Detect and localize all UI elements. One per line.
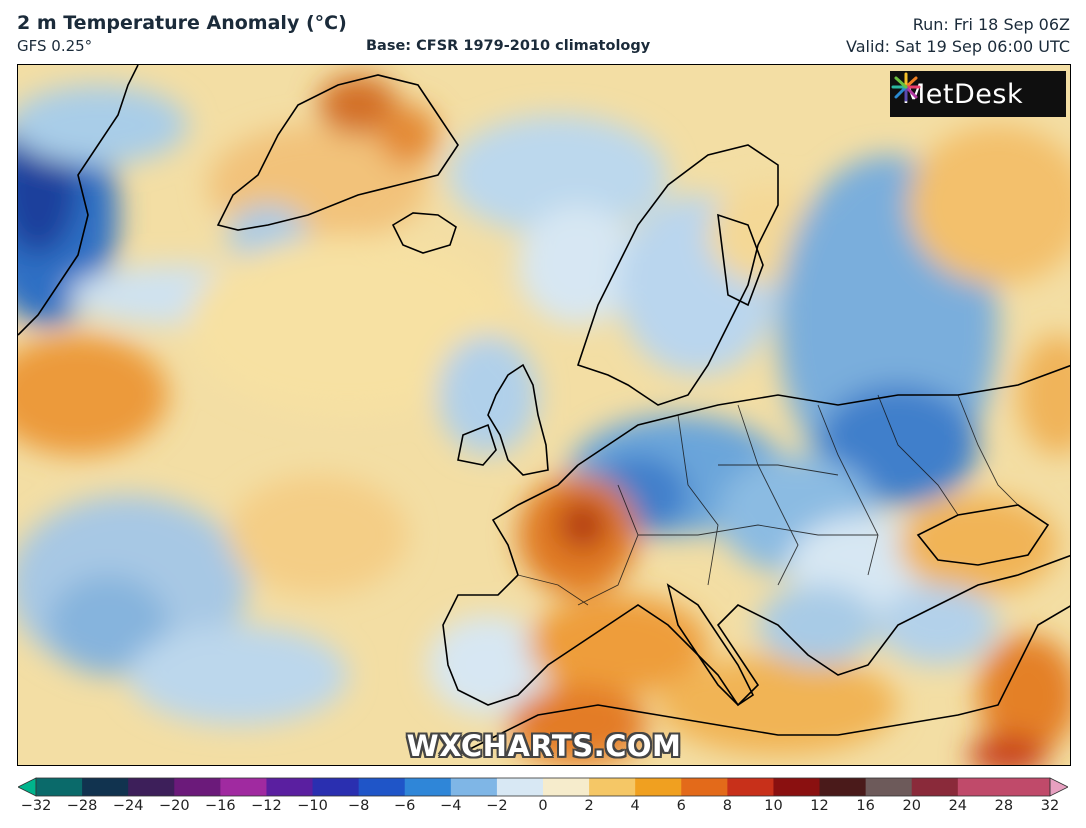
anomaly-field <box>18 75 1070 765</box>
model-label: GFS 0.25° <box>17 37 93 55</box>
colorbar-max-arrow <box>1049 777 1068 797</box>
colorbar-tick-label: −16 <box>205 798 236 814</box>
colorbar-tick-label: 28 <box>994 798 1014 814</box>
colorbar-tick-label: 6 <box>676 798 686 814</box>
colorbar-cell <box>312 778 360 796</box>
map-canvas <box>18 65 1070 765</box>
colorbar-cell <box>681 778 728 796</box>
colorbar-cells <box>18 777 1068 797</box>
map-title: 2 m Temperature Anomaly (°C) <box>17 12 347 34</box>
colorbar-cell <box>635 778 682 796</box>
colorbar <box>18 777 1068 797</box>
colorbar-tick-label: 20 <box>902 798 921 814</box>
wxcharts-watermark: WXCHARTS.COM <box>406 729 682 763</box>
coastlines <box>18 65 1070 756</box>
colorbar-cell <box>727 778 774 796</box>
colorbar-cell <box>589 778 636 796</box>
colorbar-tick-label: −32 <box>20 798 52 814</box>
metdesk-logo: MetDesk <box>890 71 1066 117</box>
colorbar-tick-label: −20 <box>158 798 190 814</box>
metdesk-logo-text: MetDesk <box>902 78 1024 110</box>
colorbar-tick-label: −6 <box>394 798 416 814</box>
colorbar-tick-label: −12 <box>251 798 282 814</box>
colorbar-min-arrow <box>18 777 37 797</box>
run-time-label: Run: Fri 18 Sep 06Z <box>912 15 1070 34</box>
colorbar-tick-label: 0 <box>538 798 548 814</box>
colorbar-cell <box>82 778 129 796</box>
temperature-anomaly-map: MetDesk WXCHARTS.COM <box>17 64 1071 766</box>
country-borders <box>517 394 1019 606</box>
colorbar-cell <box>220 778 267 796</box>
colorbar-cell <box>266 778 314 796</box>
colorbar-cell <box>911 778 959 796</box>
colorbar-tick-label: −2 <box>486 798 508 814</box>
colorbar-cell <box>358 778 406 796</box>
colorbar-cell <box>865 778 913 796</box>
colorbar-cell <box>450 778 498 796</box>
colorbar-border <box>35 777 1051 797</box>
valid-time-label: Valid: Sat 19 Sep 06:00 UTC <box>846 37 1070 56</box>
colorbar-cell <box>174 778 221 796</box>
colorbar-cell <box>957 778 1005 796</box>
colorbar-cell <box>36 778 83 796</box>
colorbar-tick-label: 2 <box>584 798 594 814</box>
colorbar-cell <box>128 778 175 796</box>
colorbar-tick-label: 4 <box>630 798 640 814</box>
colorbar-cell <box>819 778 867 796</box>
colorbar-tick-label: 24 <box>948 798 968 814</box>
colorbar-tick-label: −24 <box>112 798 144 814</box>
colorbar-tick-label: −28 <box>66 798 98 814</box>
colorbar-tick-label: 12 <box>810 798 829 814</box>
colorbar-cell <box>543 778 590 796</box>
colorbar-tick-label: 16 <box>856 798 875 814</box>
metdesk-logo-icon <box>891 72 921 102</box>
colorbar-cell <box>1003 778 1051 796</box>
colorbar-tick-label: 10 <box>764 798 783 814</box>
colorbar-tick-label: −10 <box>297 798 328 814</box>
colorbar-tick-label: −4 <box>440 798 462 814</box>
colorbar-tick-label: 32 <box>1040 798 1060 814</box>
colorbar-cell <box>404 778 452 796</box>
colorbar-cell <box>773 778 821 796</box>
colorbar-cell <box>496 778 544 796</box>
colorbar-tick-label: −8 <box>347 798 370 814</box>
colorbar-tick-label: 8 <box>722 798 732 814</box>
climatology-base-label: Base: CFSR 1979-2010 climatology <box>366 38 651 54</box>
